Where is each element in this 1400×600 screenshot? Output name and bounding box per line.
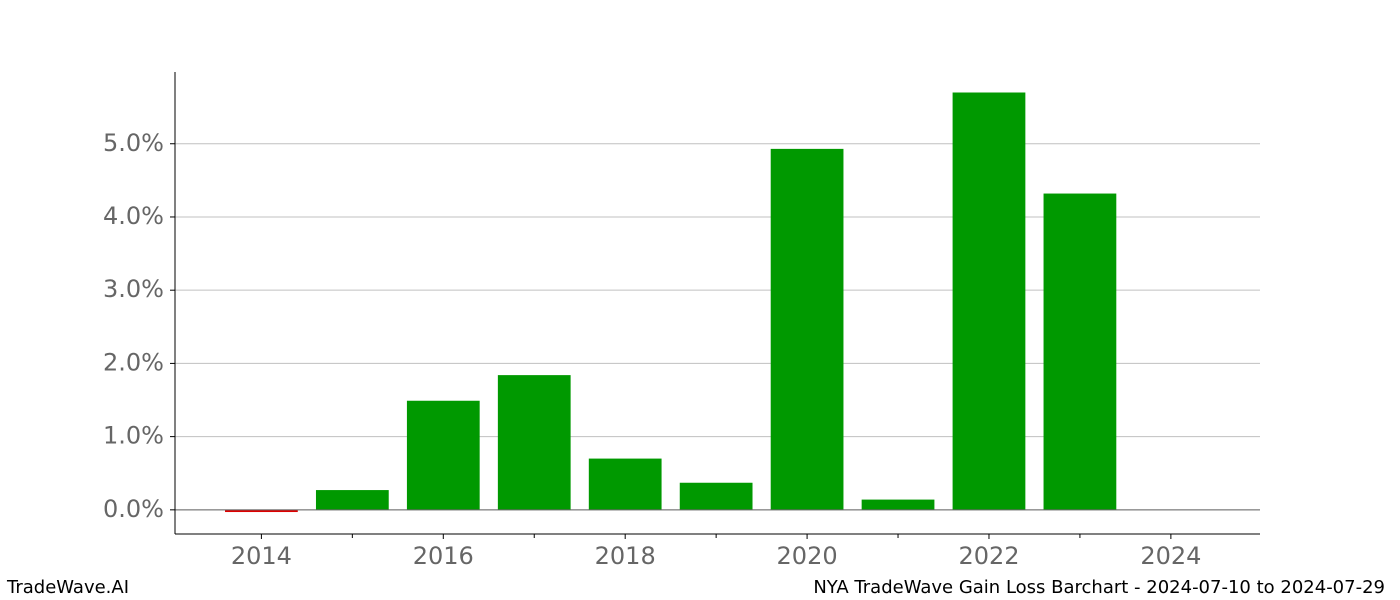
bar [225,509,298,513]
y-tick-label: 2.0% [103,348,164,376]
bar [952,92,1026,510]
x-tick-label: 2014 [231,542,292,570]
bar [315,490,389,510]
x-tick-label: 2024 [1140,542,1201,570]
y-tick-label: 4.0% [103,202,164,230]
caption: NYA TradeWave Gain Loss Barchart - 2024-… [813,577,1385,598]
bar [679,482,753,510]
y-tick-label: 5.0% [103,129,164,157]
bar [588,458,662,510]
x-tick-label: 2018 [595,542,656,570]
x-tick-label: 2020 [777,542,838,570]
brand: TradeWave.AI [6,577,129,598]
bar [406,400,480,510]
y-tick-label: 1.0% [103,422,164,450]
x-tick-label: 2022 [958,542,1019,570]
bar [1043,193,1117,510]
y-tick-label: 0.0% [103,495,164,523]
y-tick-label: 3.0% [103,275,164,303]
x-tick-label: 2016 [413,542,474,570]
bar [861,499,935,510]
bar [497,375,571,510]
bar [770,148,844,510]
